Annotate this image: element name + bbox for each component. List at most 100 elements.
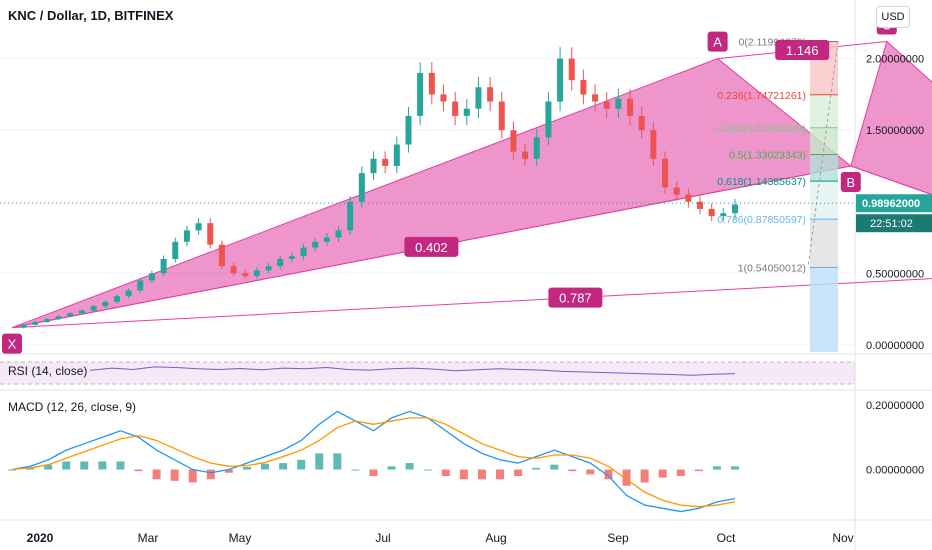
macd-histogram-bar — [188, 469, 197, 483]
candle-body — [732, 204, 738, 214]
candle-body — [90, 306, 97, 311]
candle-body — [277, 258, 284, 267]
candle-body — [195, 223, 202, 231]
candle-body — [160, 258, 167, 274]
rsi-legend: RSI (14, close) — [8, 364, 88, 378]
macd-histogram-bar — [224, 469, 233, 473]
price-axis-tick: 0.00000000 — [866, 340, 924, 352]
candle-body — [67, 313, 74, 317]
rsi-line — [89, 366, 736, 376]
pattern-point-a: A — [707, 31, 728, 52]
candle-body — [428, 72, 435, 95]
pattern-ratio-label: 0.402 — [404, 236, 459, 257]
candle-body — [568, 58, 575, 81]
candle-body — [358, 173, 365, 202]
macd-histogram-bar — [604, 469, 613, 480]
macd-line — [11, 410, 736, 513]
fib-band — [810, 219, 838, 268]
macd-histogram-bar — [44, 464, 53, 470]
macd-histogram-bar — [170, 469, 179, 481]
price-axis-tick: 1.50000000 — [866, 125, 924, 137]
candle-body — [545, 101, 552, 138]
macd-histogram-bar — [658, 469, 667, 478]
pattern-point-a-bg — [707, 31, 728, 52]
candle-body — [20, 324, 27, 328]
candle-body — [172, 241, 179, 259]
candle-body — [522, 151, 529, 159]
candle-body — [207, 223, 214, 245]
candle-body — [125, 290, 132, 297]
candle-body — [335, 230, 342, 238]
rsi-band — [0, 362, 855, 384]
candle-body — [288, 256, 295, 259]
macd-histogram-bar — [26, 467, 35, 470]
candle-body — [463, 108, 470, 116]
macd-histogram-bar — [279, 463, 288, 470]
macd-axis-tick: 0.00000000 — [866, 465, 924, 477]
macd-histogram-bar — [496, 469, 505, 480]
time-axis-tick: Mar — [138, 531, 159, 545]
candle-body — [382, 158, 389, 166]
pattern-ratio-label: 1.146 — [775, 40, 830, 61]
candle-body — [300, 247, 307, 257]
candle-body — [55, 316, 62, 320]
macd-histogram-bar — [514, 469, 523, 476]
price-axis-tick: 0.50000000 — [866, 268, 924, 280]
macd-histogram-bar — [640, 469, 649, 483]
fib-band — [810, 267, 838, 352]
pattern-ratio-label-text: 0.787 — [559, 291, 592, 306]
signal-line — [11, 417, 736, 508]
candle-body — [43, 319, 50, 322]
candle-body — [253, 270, 260, 277]
time-axis-tick: 2020 — [27, 531, 54, 545]
pattern-ratio-label: 0.787 — [548, 287, 603, 308]
candle-body — [615, 98, 622, 109]
macd-histogram-bar — [586, 469, 595, 475]
pattern-ratio-label-text: 1.146 — [786, 43, 819, 58]
pattern-line-bd — [850, 165, 932, 196]
candle-body — [592, 94, 599, 102]
macd-histogram-bar — [694, 469, 703, 472]
macd-histogram-bar — [62, 461, 71, 470]
candle-body — [230, 266, 237, 274]
candle-body — [603, 101, 610, 109]
macd-histogram-bar — [98, 461, 107, 470]
candle-body — [242, 273, 249, 277]
price-tag-bg — [856, 194, 932, 213]
pattern-triangle-bcd — [850, 40, 932, 196]
macd-histogram-bar — [8, 469, 16, 471]
macd-histogram-bar — [134, 469, 143, 472]
pattern-point-x: X — [2, 333, 22, 354]
candle-body — [78, 310, 85, 314]
candle-body — [347, 201, 354, 231]
currency-button[interactable]: USD — [876, 6, 910, 28]
fib-level-label: 0.5(1.33023343) — [729, 149, 806, 161]
macd-axis-tick: 0.20000000 — [866, 400, 924, 412]
candle-body — [673, 187, 680, 195]
price-tag-value: 0.98962000 — [862, 198, 920, 210]
candle-body — [720, 213, 727, 217]
candle-body — [650, 130, 657, 159]
candle-body — [218, 244, 225, 267]
candle-body — [102, 301, 109, 307]
pattern-ratio-label-bg — [548, 287, 603, 308]
fib-band — [810, 154, 838, 182]
macd-histogram-bar — [405, 463, 414, 470]
pattern-ratio-label-text: 0.402 — [415, 240, 448, 255]
macd-histogram-bar — [351, 469, 360, 471]
candle-body — [32, 321, 39, 325]
fib-band — [810, 94, 838, 128]
price-tag-countdown: 22:51:02 — [870, 218, 913, 230]
candle-body — [533, 137, 540, 159]
macd-histogram-bar — [477, 469, 486, 480]
candle-body — [627, 98, 634, 116]
candle-body — [557, 58, 564, 102]
macd-histogram-bar — [297, 459, 306, 470]
candle-body — [312, 241, 319, 248]
time-axis-tick: Nov — [832, 531, 853, 545]
time-axis-tick: May — [229, 531, 252, 545]
candle-body — [370, 158, 377, 174]
macd-legend: MACD (12, 26, close, 9) — [8, 400, 137, 414]
macd-histogram-bar — [333, 453, 342, 470]
